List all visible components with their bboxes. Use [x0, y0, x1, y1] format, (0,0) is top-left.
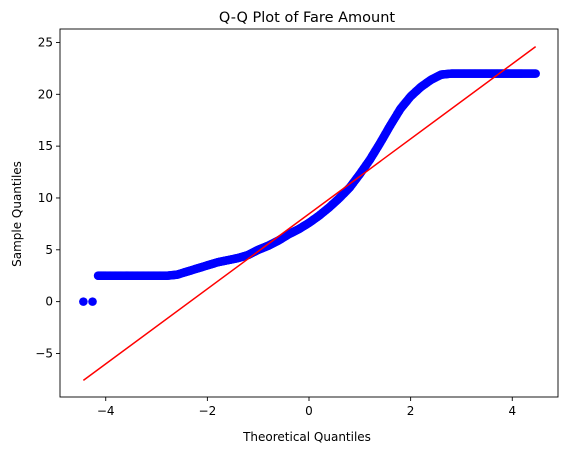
reference-line	[83, 47, 535, 381]
y-tick-label: 10	[38, 191, 53, 205]
reference-line-layer	[83, 47, 535, 381]
sample-quantile-point	[531, 69, 540, 78]
chart-title: Q-Q Plot of Fare Amount	[219, 10, 395, 26]
plot-area	[79, 47, 540, 381]
y-axis-label: Sample Quantiles	[10, 161, 24, 267]
x-tick-label: 0	[305, 404, 313, 418]
y-tick-label: 5	[45, 243, 53, 257]
x-axis-label: Theoretical Quantiles	[242, 430, 371, 444]
y-tick-label: −5	[35, 346, 53, 360]
y-tick-label: 0	[45, 295, 53, 309]
x-axis-ticks: −4 −2 0 2 4	[97, 397, 516, 418]
x-tick-label: −2	[199, 404, 217, 418]
y-tick-label: 20	[38, 87, 53, 101]
y-tick-label: 15	[38, 139, 53, 153]
sample-quantile-points	[79, 69, 540, 306]
x-tick-label: 2	[407, 404, 415, 418]
y-tick-label: 25	[38, 35, 53, 49]
x-tick-label: 4	[508, 404, 516, 418]
y-axis-ticks: −5 0 5 10 15 20 25	[35, 35, 60, 360]
sample-quantile-point	[79, 297, 88, 306]
sample-quantile-point	[88, 297, 97, 306]
x-tick-label: −4	[97, 404, 115, 418]
